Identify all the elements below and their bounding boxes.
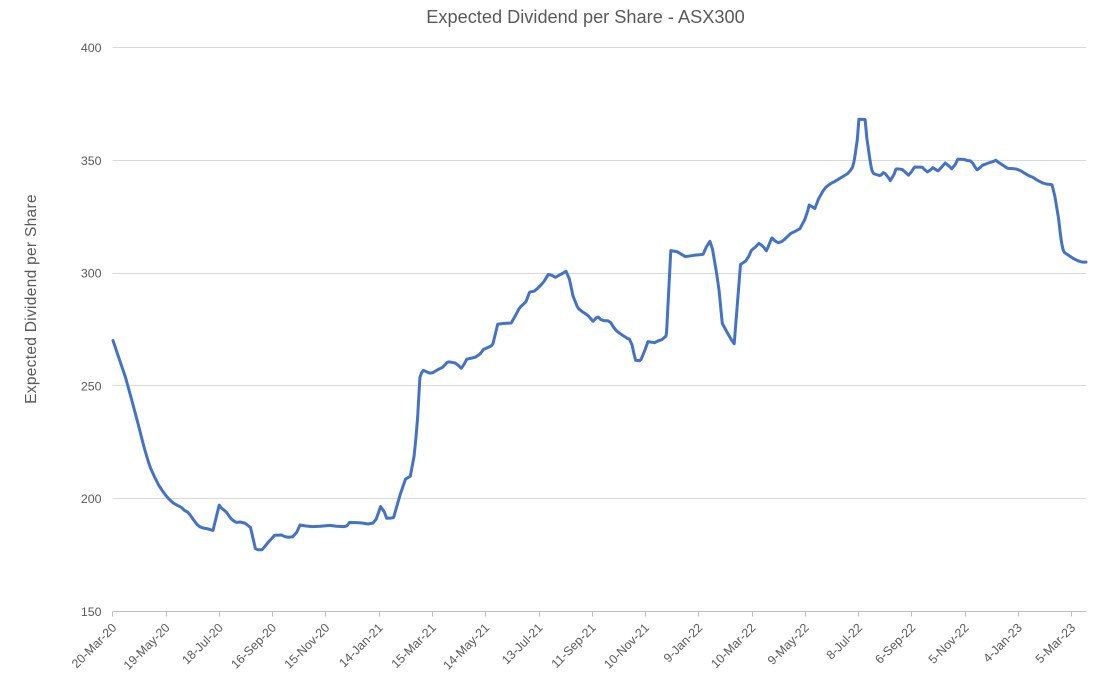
svg-text:250: 250 <box>81 379 102 393</box>
svg-text:Expected Dividend per Share: Expected Dividend per Share <box>23 194 40 404</box>
svg-text:16-Sep-20: 16-Sep-20 <box>228 621 279 672</box>
svg-text:200: 200 <box>81 492 102 506</box>
svg-text:10-Nov-21: 10-Nov-21 <box>601 621 652 672</box>
svg-text:9-May-22: 9-May-22 <box>765 621 812 668</box>
svg-text:19-May-20: 19-May-20 <box>121 621 173 673</box>
svg-text:400: 400 <box>81 41 102 55</box>
svg-text:9-Jan-22: 9-Jan-22 <box>661 621 706 666</box>
svg-text:5-Nov-22: 5-Nov-22 <box>926 621 972 667</box>
svg-text:13-Jul-21: 13-Jul-21 <box>499 621 546 668</box>
svg-text:300: 300 <box>81 267 102 281</box>
svg-text:18-Jul-20: 18-Jul-20 <box>179 621 226 668</box>
svg-text:6-Sep-22: 6-Sep-22 <box>872 621 918 667</box>
svg-text:20-Mar-20: 20-Mar-20 <box>69 621 119 671</box>
svg-text:5-Mar-23: 5-Mar-23 <box>1033 621 1079 667</box>
svg-text:8-Jul-22: 8-Jul-22 <box>824 621 866 663</box>
svg-text:Expected Dividend per Share -: Expected Dividend per Share - ASX300 <box>426 7 744 27</box>
svg-text:15-Mar-21: 15-Mar-21 <box>389 621 439 671</box>
svg-text:350: 350 <box>81 154 102 168</box>
svg-text:10-Mar-22: 10-Mar-22 <box>708 621 758 671</box>
svg-text:4-Jan-23: 4-Jan-23 <box>980 621 1025 666</box>
svg-text:11-Sep-21: 11-Sep-21 <box>549 621 599 671</box>
svg-text:14-May-21: 14-May-21 <box>440 621 492 673</box>
svg-text:15-Nov-20: 15-Nov-20 <box>282 621 333 672</box>
svg-text:150: 150 <box>81 605 102 619</box>
svg-text:14-Jan-21: 14-Jan-21 <box>336 621 385 670</box>
